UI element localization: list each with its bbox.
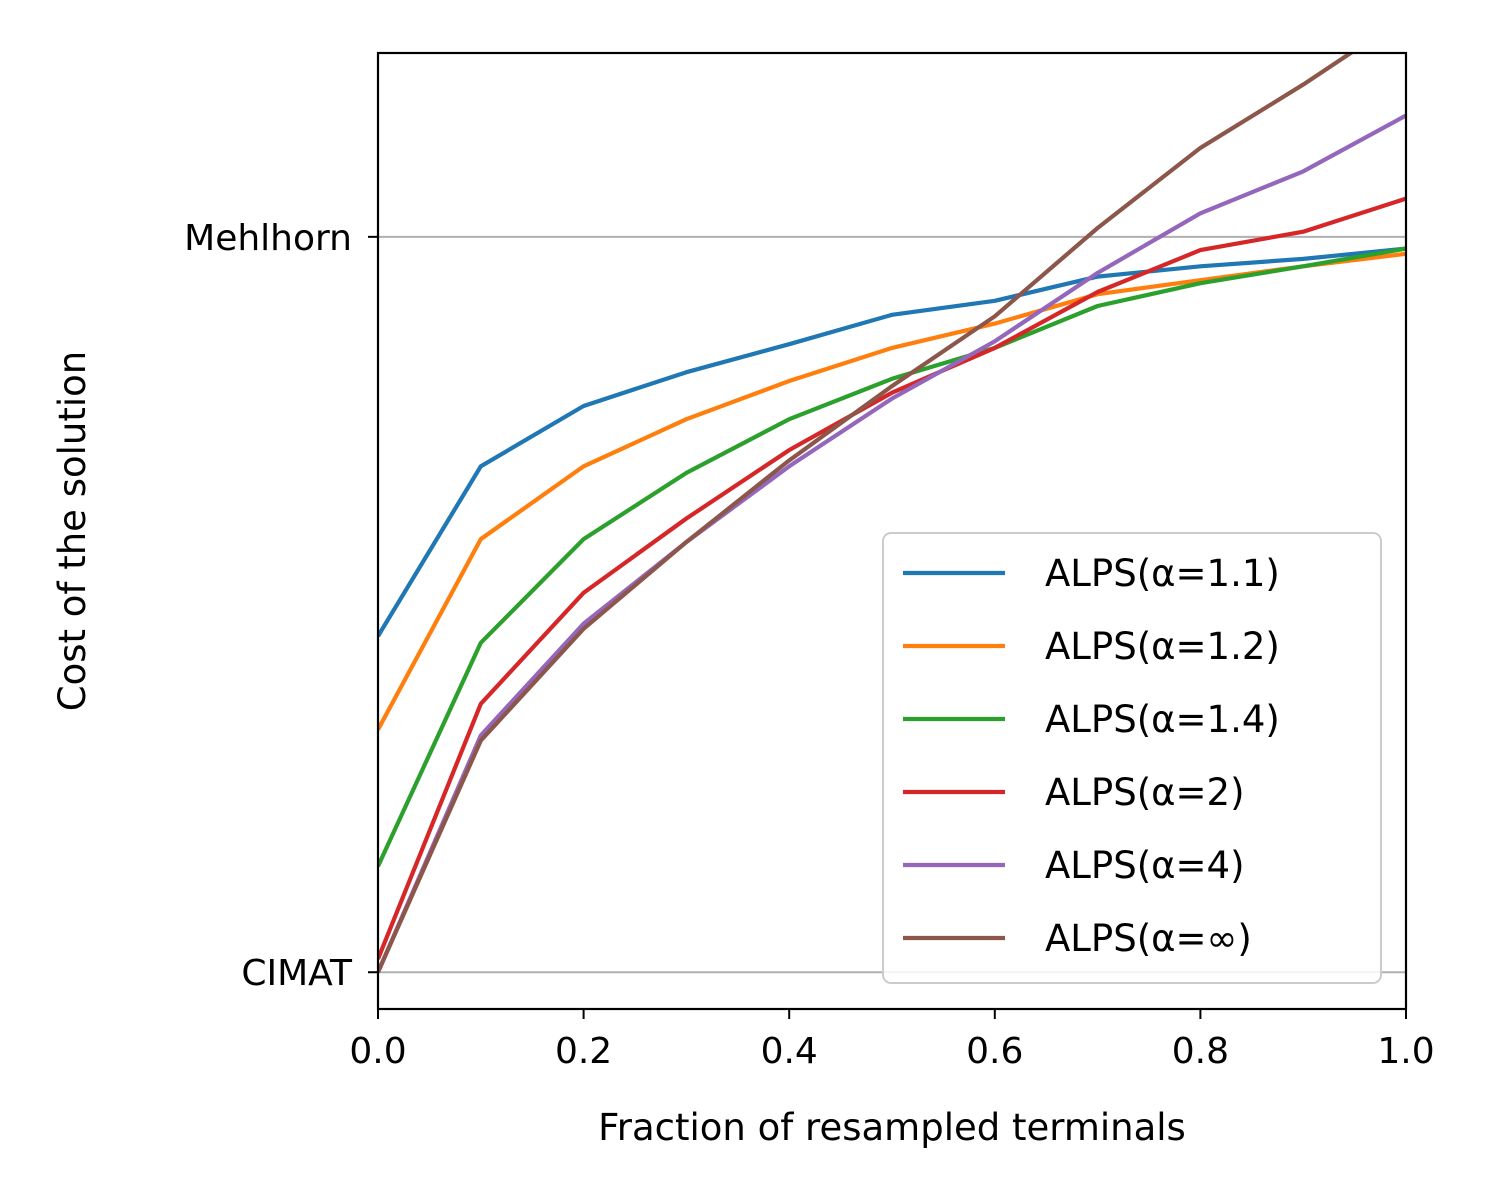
legend-box (882, 532, 1382, 984)
x-axis-label: Fraction of resampled terminals (598, 1106, 1186, 1149)
x-tick-label: 0.8 (1172, 1031, 1229, 1072)
legend-label: ALPS(α=∞) (1045, 917, 1252, 960)
x-tick-label: 0.0 (349, 1031, 406, 1072)
y-axis-label: Cost of the solution (51, 351, 94, 711)
x-tick-label: 0.2 (555, 1031, 612, 1072)
series-line (378, 246, 1406, 868)
series-line (378, 196, 1406, 960)
legend-label: ALPS(α=1.4) (1045, 698, 1280, 741)
legend-label: ALPS(α=2) (1045, 771, 1245, 814)
series-line (378, 246, 1406, 638)
legend-label: ALPS(α=1.2) (1045, 625, 1280, 668)
legend-label: ALPS(α=4) (1045, 844, 1245, 887)
axis-ticks: 0.0 0.2 0.4 0.6 0.8 1.0 CIMAT Mehlhorn (184, 218, 1434, 1072)
y-tick-label: Mehlhorn (184, 218, 352, 259)
plot-frame (376, 51, 1408, 1011)
series-line (378, 53, 1355, 974)
x-tick-label: 0.6 (966, 1031, 1023, 1072)
x-tick-label: 0.4 (761, 1031, 818, 1072)
x-tick-label: 1.0 (1377, 1031, 1434, 1072)
legend-items: ALPS(α=1.1) ALPS(α=1.2) ALPS(α=1.4) ALPS(α=… (903, 552, 1280, 960)
y-tick-label: CIMAT (241, 953, 353, 994)
series-lines (378, 53, 1406, 974)
legend: ALPS(α=1.1) ALPS(α=1.2) ALPS(α=1.4) ALPS(α=… (882, 532, 1382, 984)
legend-label: ALPS(α=1.1) (1045, 552, 1280, 595)
series-line (378, 113, 1406, 974)
